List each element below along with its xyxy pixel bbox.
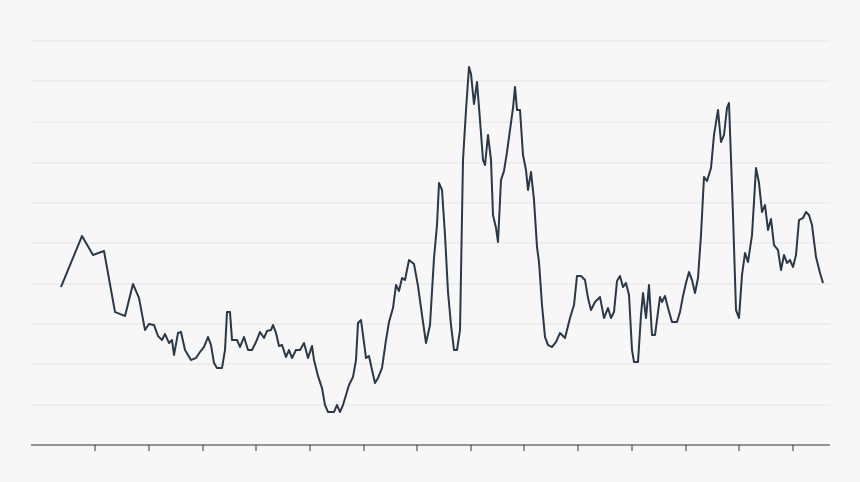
data-line — [60, 66, 824, 413]
